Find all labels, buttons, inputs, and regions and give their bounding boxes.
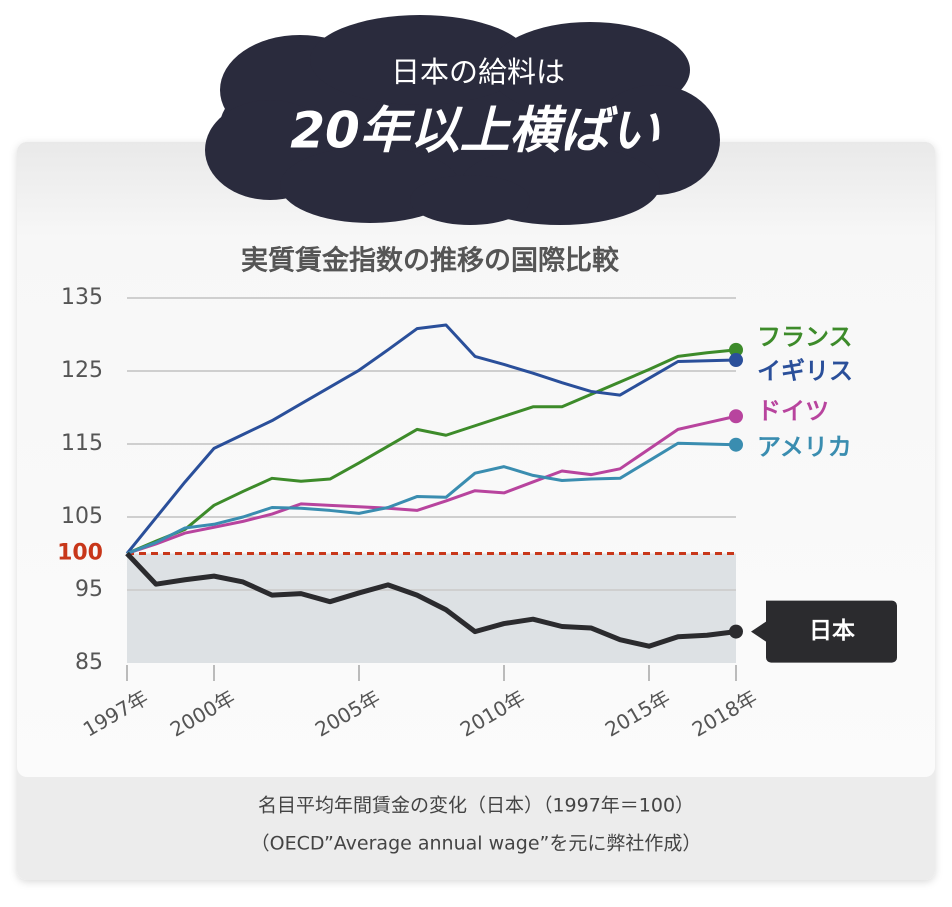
y-tick-label: 85 <box>75 650 103 675</box>
end-point <box>729 353 743 368</box>
end-point <box>729 437 743 452</box>
y-tick-label: 135 <box>61 285 103 310</box>
legend-label: フランス <box>757 323 853 351</box>
series-line <box>126 348 737 555</box>
legend-label: ドイツ <box>757 397 829 425</box>
y-tick-label: 100 <box>57 541 103 566</box>
y-tick-label: 125 <box>61 358 103 383</box>
caption: 名目平均年間賃金の変化（日本）（1997年＝100） <box>258 795 694 817</box>
y-tick-label: 105 <box>61 504 103 529</box>
series-line <box>126 441 737 555</box>
series-line <box>126 414 737 555</box>
legend-label: アメリカ <box>757 433 852 461</box>
end-point <box>729 342 743 357</box>
legend-label: イギリス <box>757 357 853 385</box>
series-line <box>125 323 737 555</box>
end-point <box>729 624 743 639</box>
headline-bubble <box>205 15 720 225</box>
y-tick-label: 115 <box>61 431 103 456</box>
end-point <box>729 409 743 424</box>
series-line <box>125 551 737 649</box>
chart-title: 実質賃金指数の推移の国際比較 <box>241 245 620 277</box>
y-tick-label: 95 <box>75 577 103 602</box>
caption: （OECD”Average annual wage”を元に弊社作成） <box>251 833 702 855</box>
headline-line2: 20年以上横ばい <box>290 102 660 160</box>
label-box <box>751 600 897 663</box>
headline-line1: 日本の給料は <box>391 55 565 89</box>
legend-label: 日本 <box>809 618 855 644</box>
